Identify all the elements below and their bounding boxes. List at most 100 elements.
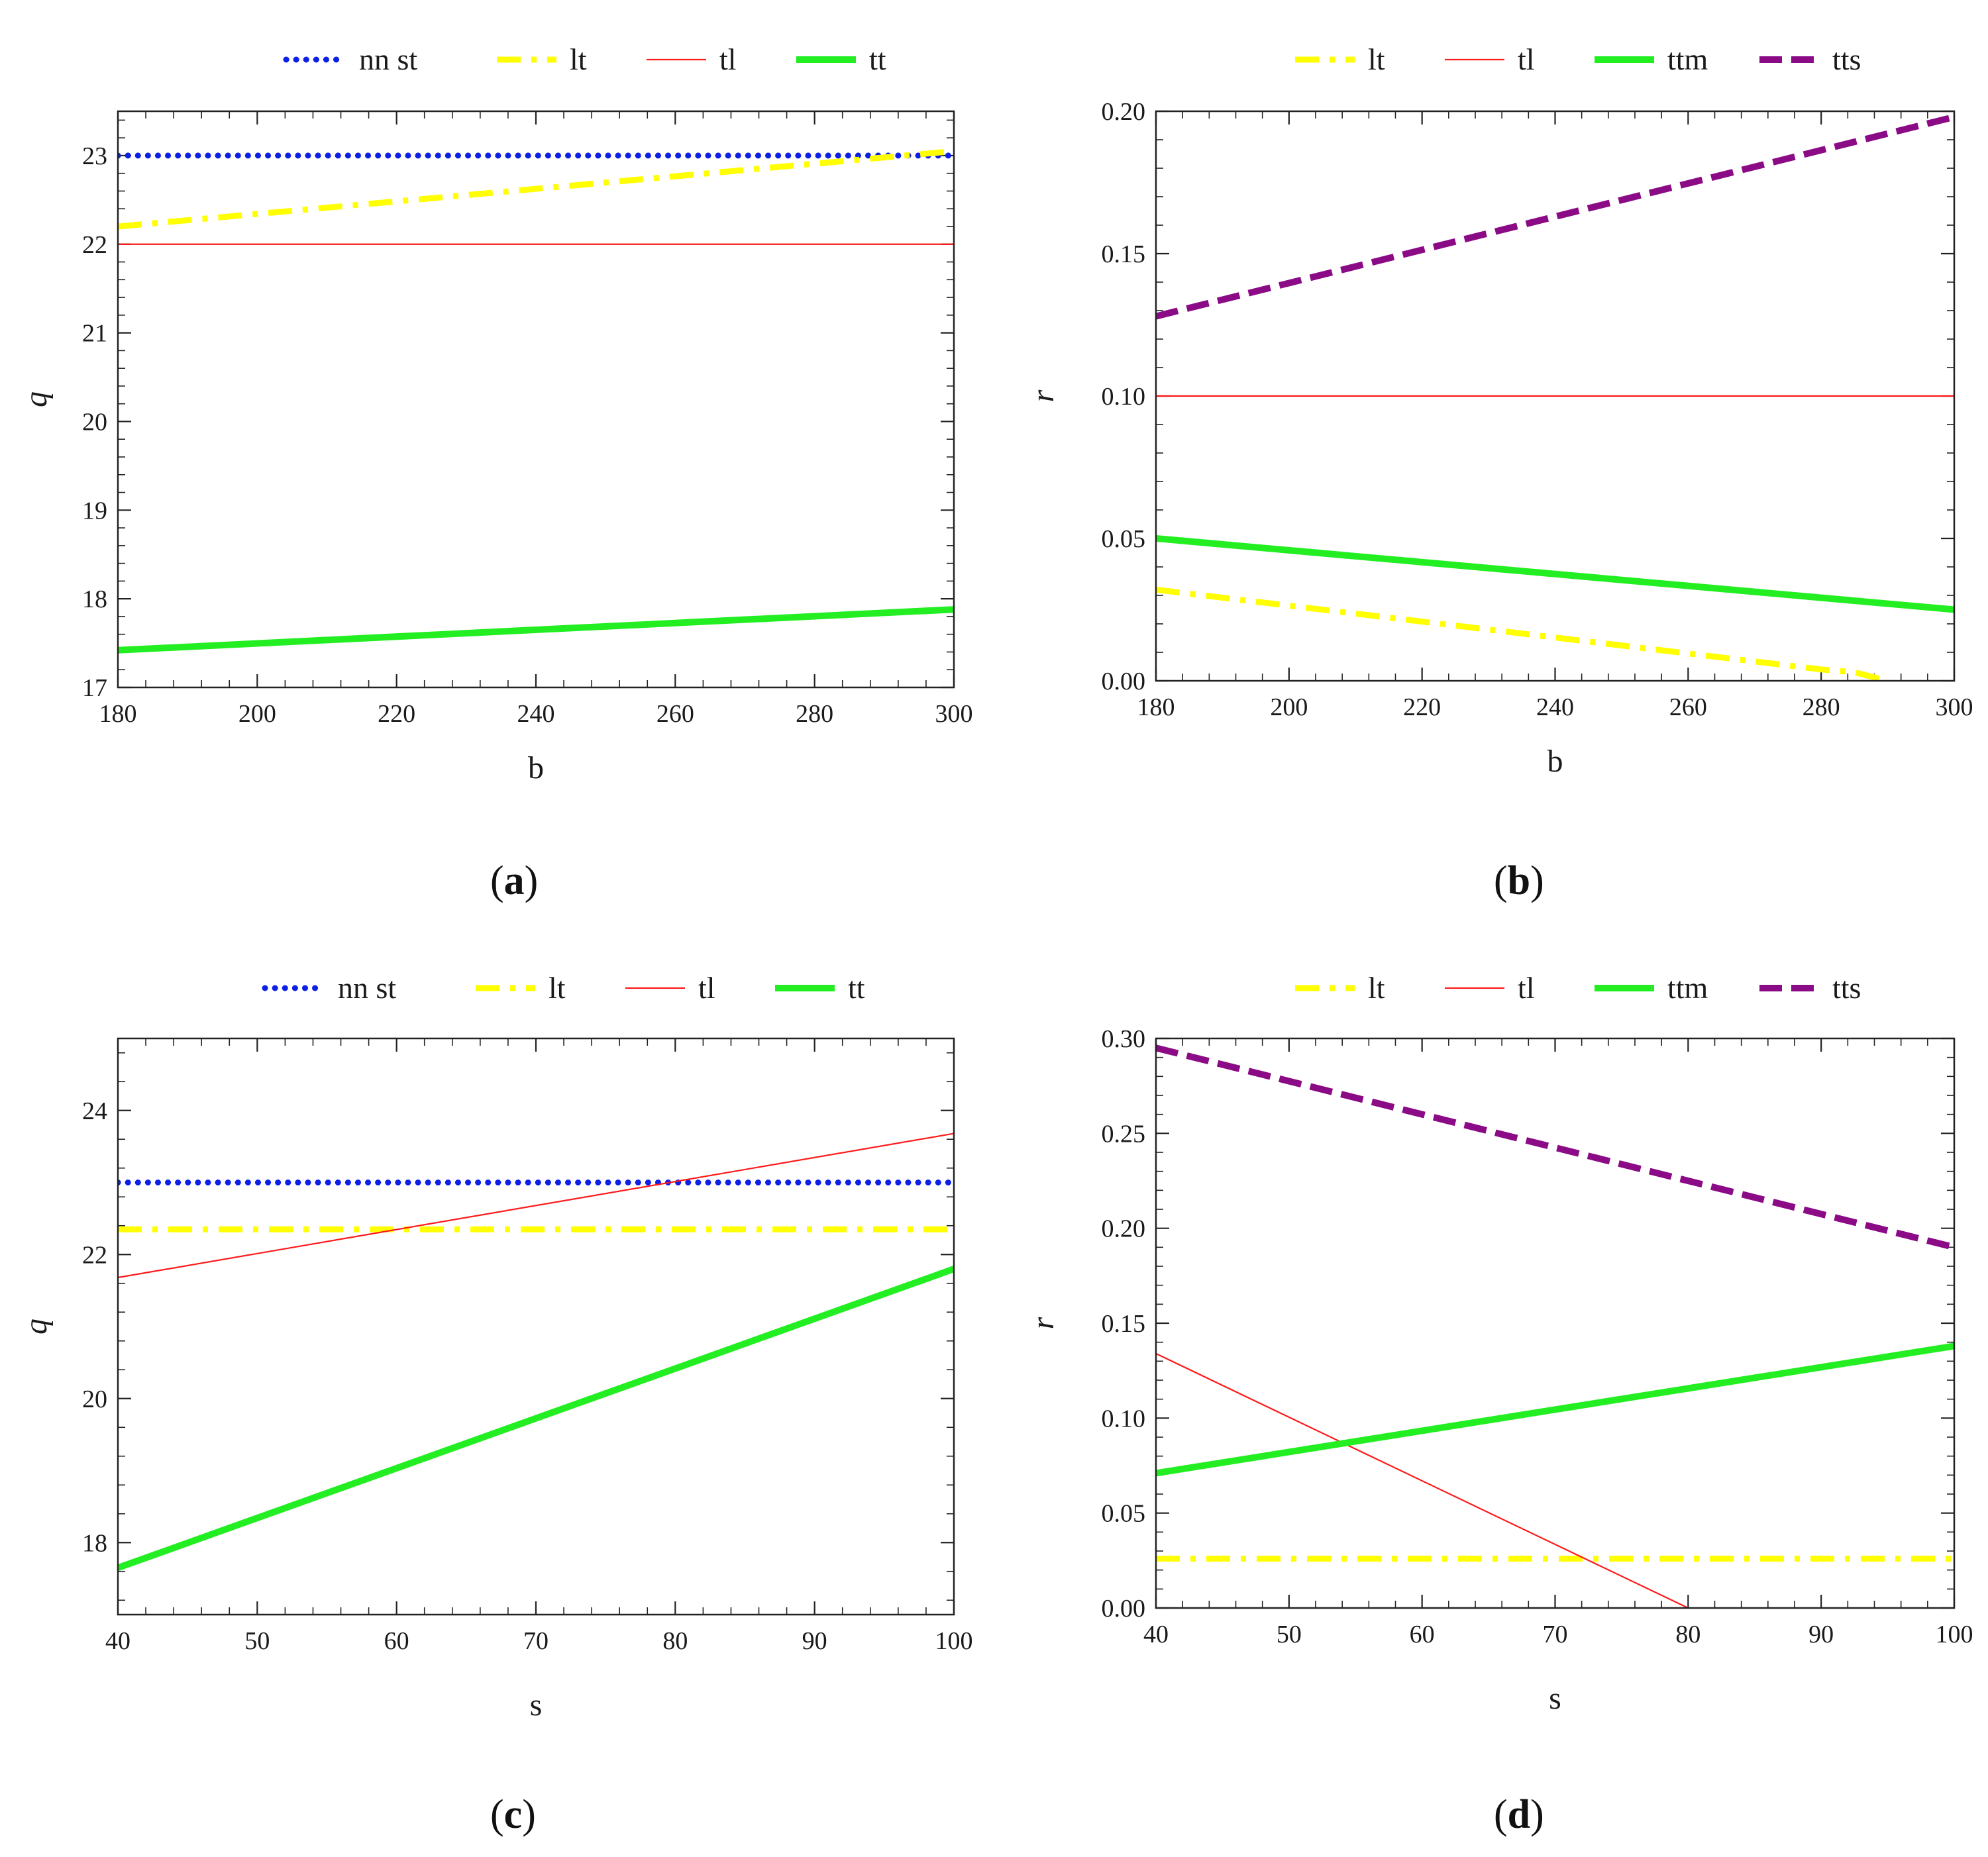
y-tick-label: 23 (82, 142, 107, 170)
legend-label: tl (1518, 42, 1535, 76)
series-line-tl (118, 1132, 954, 1279)
x-tick-label: 280 (1803, 693, 1840, 721)
series-line-lt (1156, 586, 1889, 681)
x-tick-label: 180 (99, 700, 137, 728)
series-line-tt (118, 606, 954, 654)
x-tick-label: 90 (802, 1627, 827, 1655)
legend-label: ttm (1667, 971, 1708, 1005)
x-tick-label: 300 (1936, 693, 1973, 721)
y-tick-label: 17 (82, 674, 107, 702)
x-tick-label: 60 (1410, 1621, 1435, 1648)
y-tick-label: 0.20 (1102, 1215, 1146, 1243)
panel-label: (a) (490, 858, 538, 903)
legend-label: tts (1832, 42, 1861, 76)
panel-a: 180 200 220 240 260 280 300 17 18 19 20 21 22 23 b q nn … (19, 42, 973, 903)
x-tick-label: 50 (1277, 1621, 1302, 1648)
y-axis-title: q (19, 391, 54, 407)
y-tick-label: 0.10 (1102, 383, 1146, 411)
legend-label: tt (869, 42, 886, 76)
legend-label: lt (1368, 42, 1385, 76)
legend-label: ttm (1667, 42, 1708, 76)
x-tick-label: 260 (656, 700, 694, 728)
legend-label: tt (848, 971, 865, 1005)
series-line-tl (1156, 1352, 1689, 1608)
x-tick-label: 100 (935, 1627, 973, 1655)
legend: nn st lt tl tt (283, 42, 886, 76)
y-axis-title: r (1025, 389, 1061, 402)
x-tick-label: 80 (1675, 1621, 1700, 1648)
y-tick-label: 20 (82, 408, 107, 436)
y-tick-label: 0.05 (1102, 1500, 1146, 1528)
x-tick-label: 60 (384, 1627, 409, 1655)
x-tick-label: 200 (1270, 693, 1308, 721)
y-tick-label: 0.25 (1102, 1120, 1146, 1148)
series-line-tt (118, 1266, 954, 1572)
y-tick-label: 20 (82, 1385, 107, 1413)
legend-label: nn st (359, 42, 417, 76)
y-axis-title: r (1025, 1317, 1061, 1329)
x-tick-label: 300 (935, 700, 973, 728)
y-tick-label: 0.30 (1102, 1025, 1146, 1053)
y-tick-label: 24 (82, 1097, 107, 1125)
x-axis-title: s (1549, 1681, 1561, 1716)
x-tick-label: 240 (517, 700, 555, 728)
plot-frame (1155, 110, 1956, 682)
y-tick-label: 0.00 (1102, 668, 1146, 695)
panel-label: (d) (1494, 1792, 1544, 1837)
panel-d: 40 50 60 70 80 90 100 0.00 0.05 0.10 0.15 0.20 0.25 0… (1025, 971, 1973, 1837)
series-line-tts (1156, 1044, 1954, 1251)
series-line-ttm (1156, 1342, 1954, 1477)
x-tick-label: 260 (1669, 693, 1707, 721)
x-tick-label: 280 (796, 700, 833, 728)
legend-label: tl (719, 42, 737, 76)
panel-b: 180 200 220 240 260 280 300 0.00 0.05 0.10 0.15 0.2… (1025, 42, 1973, 903)
series-line-lt (118, 148, 954, 230)
x-tick-label: 80 (662, 1627, 688, 1655)
plot-frame (117, 110, 955, 689)
legend: lt tl ttm tts (1295, 971, 1861, 1005)
y-tick-label: 0.00 (1102, 1595, 1146, 1623)
y-tick-label: 0.20 (1102, 98, 1146, 126)
x-tick-label: 40 (1143, 1621, 1169, 1648)
x-tick-label: 90 (1808, 1621, 1834, 1648)
x-tick-label: 200 (238, 700, 276, 728)
x-tick-label: 220 (1403, 693, 1441, 721)
x-tick-label: 100 (1936, 1621, 1973, 1648)
x-axis-title: s (530, 1687, 543, 1723)
panel-c: 40 50 60 70 80 90 100 18 20 22 24 s q nn st lt tl tt (c) (19, 971, 973, 1837)
y-axis-title: q (19, 1319, 54, 1334)
y-tick-label: 0.10 (1102, 1405, 1146, 1432)
panel-label: (c) (490, 1792, 536, 1837)
y-tick-label: 19 (82, 497, 107, 525)
x-tick-label: 180 (1137, 693, 1175, 721)
x-axis-title: b (1547, 744, 1563, 779)
legend-label: nn st (338, 971, 396, 1005)
legend: lt tl ttm tts (1295, 42, 1861, 76)
y-tick-label: 0.15 (1102, 1310, 1146, 1338)
legend-label: tts (1832, 971, 1861, 1005)
y-tick-label: 22 (82, 231, 107, 259)
legend-label: lt (1368, 971, 1385, 1005)
x-tick-label: 70 (1543, 1621, 1568, 1648)
x-tick-label: 70 (523, 1627, 549, 1655)
y-tick-label: 0.05 (1102, 525, 1146, 553)
y-tick-label: 21 (82, 320, 107, 348)
plot-frame (117, 1037, 955, 1616)
x-tick-label: 220 (378, 700, 415, 728)
legend-label: tl (698, 971, 715, 1005)
y-tick-label: 22 (82, 1241, 107, 1269)
y-tick-label: 18 (82, 1529, 107, 1557)
y-tick-label: 18 (82, 585, 107, 613)
series-line-tts (1156, 113, 1954, 320)
x-tick-label: 50 (244, 1627, 270, 1655)
legend: nn st lt tl tt (262, 971, 865, 1005)
y-tick-label: 0.15 (1102, 240, 1146, 268)
plot-frame (1155, 1037, 1956, 1609)
legend-label: lt (570, 42, 587, 76)
x-tick-label: 40 (105, 1627, 131, 1655)
x-axis-title: b (528, 750, 544, 785)
series-line-ttm (1156, 535, 1954, 613)
legend-label: tl (1518, 971, 1535, 1005)
legend-label: lt (549, 971, 566, 1005)
